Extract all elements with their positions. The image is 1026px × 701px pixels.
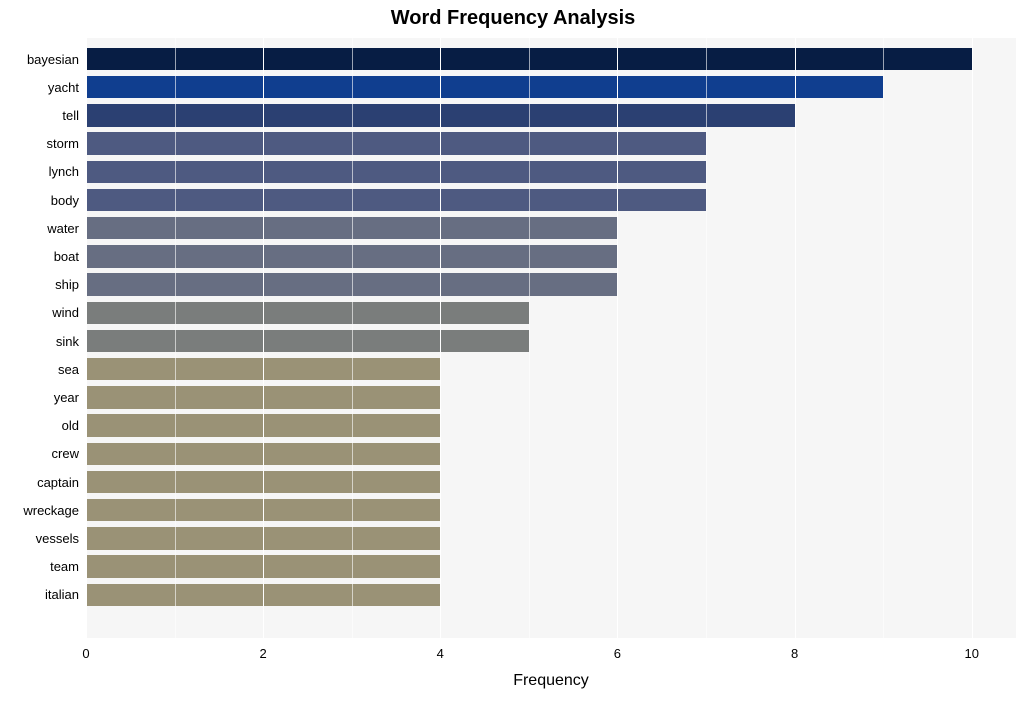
y-tick-label: year (54, 390, 79, 405)
y-tick-label: boat (54, 249, 79, 264)
y-tick-label: sink (56, 334, 79, 349)
y-tick-label: body (51, 193, 79, 208)
y-tick-label: crew (52, 446, 79, 461)
bar (86, 302, 529, 325)
x-tick-label: 0 (82, 646, 89, 661)
bar (86, 189, 706, 212)
bar (86, 161, 706, 184)
x-tick-label: 8 (791, 646, 798, 661)
bar (86, 132, 706, 155)
gridline-minor (529, 38, 530, 638)
gridline-minor (352, 38, 353, 638)
chart-container: Word Frequency Analysis Frequency bayesi… (0, 0, 1026, 701)
x-tick-label: 6 (614, 646, 621, 661)
y-tick-label: sea (58, 362, 79, 377)
y-tick-label: vessels (36, 531, 79, 546)
y-tick-label: storm (47, 136, 80, 151)
gridline-minor (883, 38, 884, 638)
y-tick-label: tell (62, 108, 79, 123)
y-tick-label: bayesian (27, 52, 79, 67)
y-tick-label: wreckage (23, 503, 79, 518)
x-tick-label: 4 (437, 646, 444, 661)
y-tick-label: lynch (49, 164, 79, 179)
y-tick-label: water (47, 221, 79, 236)
x-tick-label: 10 (964, 646, 978, 661)
y-tick-label: old (62, 418, 79, 433)
bars-layer (86, 38, 1016, 638)
y-tick-label: ship (55, 277, 79, 292)
gridline (263, 38, 264, 638)
y-tick-label: italian (45, 587, 79, 602)
gridline (86, 38, 87, 638)
bar (86, 76, 883, 99)
gridline-minor (175, 38, 176, 638)
bar (86, 330, 529, 353)
plot-area (86, 38, 1016, 638)
y-tick-label: yacht (48, 80, 79, 95)
gridline (617, 38, 618, 638)
gridline (795, 38, 796, 638)
gridline (440, 38, 441, 638)
y-tick-label: captain (37, 475, 79, 490)
y-tick-label: team (50, 559, 79, 574)
x-tick-label: 2 (260, 646, 267, 661)
y-tick-label: wind (52, 305, 79, 320)
gridline (972, 38, 973, 638)
gridline-minor (706, 38, 707, 638)
chart-title: Word Frequency Analysis (0, 7, 1026, 30)
x-axis-label: Frequency (86, 672, 1016, 690)
